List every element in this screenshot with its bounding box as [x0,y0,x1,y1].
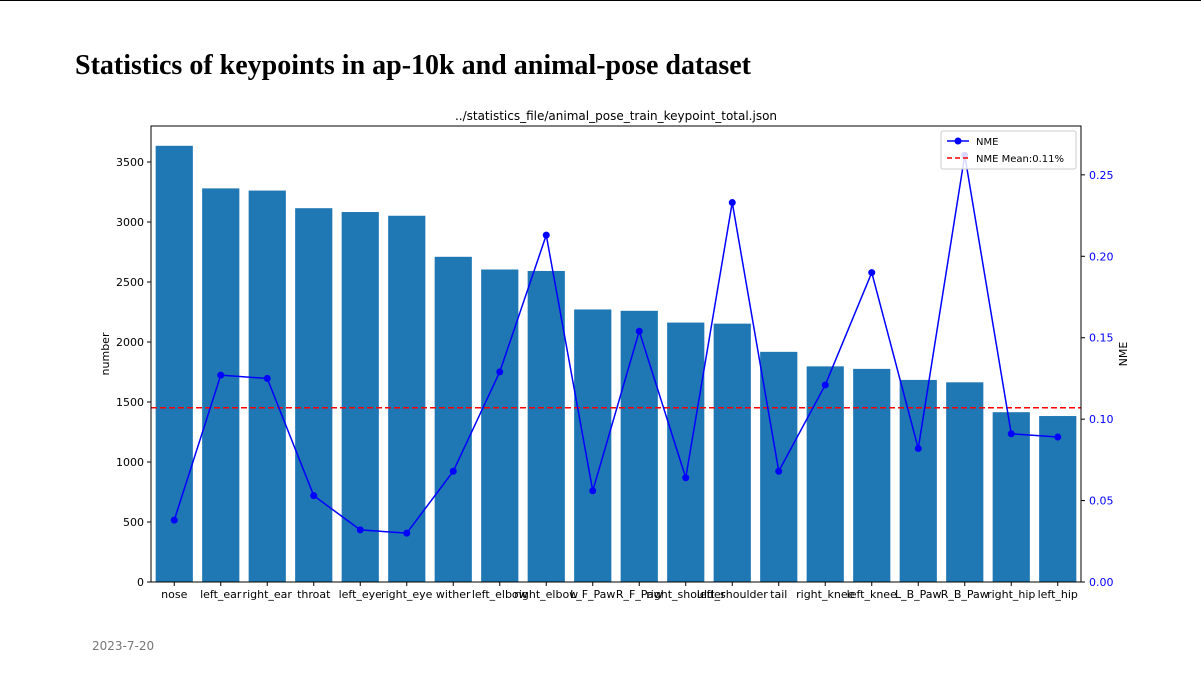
bar-L_B_Paw [899,379,937,582]
y2-tick-label: 0.00 [1089,576,1114,589]
nme-point-left_elbow [496,368,504,376]
x-tick-label-wither: wither [436,588,471,601]
chart-title: ../statistics_file/animal_pose_train_key… [455,109,777,123]
nme-point-left_ear [217,371,225,379]
x-tick-label-throat: throat [297,588,331,601]
x-tick-label-left_ear: left_ear [200,588,242,601]
nme-point-right_knee [821,381,829,389]
bar-R_B_Paw [946,382,984,582]
y-tick-label: 3500 [116,156,144,169]
legend: NME NME Mean:0.11% [940,130,1077,170]
x-tick-label-left_eye: left_eye [339,588,383,601]
nme-point-right_ear [263,374,271,382]
nme-point-left_eye [356,526,364,534]
bar-right_ear [248,190,286,582]
legend-mean-label: NME Mean:0.11% [976,154,1064,165]
bar-nose [155,145,193,583]
bar-group [155,145,1077,583]
bar-left_knee [853,368,891,582]
axes-group: 0 500 1000 1500 2000 2500 3000 3500 0.00 0.05 0.10… [99,125,1130,601]
y2-tick-label: 0.10 [1089,413,1114,426]
nme-point-nose [170,516,178,524]
nme-point-right_eye [403,529,411,537]
y-tick-label: 2000 [116,336,144,349]
y-tick-label: 1000 [116,456,144,469]
bar-left_hip [1039,416,1077,582]
y2-tick-label: 0.25 [1089,169,1114,182]
bar-R_F_Paw [620,310,658,582]
y-tick-label: 3000 [116,216,144,229]
bar-right_eye [388,215,426,582]
legend-box [940,130,1077,170]
bar-right_hip [992,412,1030,582]
nme-point-right_elbow [542,231,550,239]
bar-wither [434,256,472,582]
bar-right_elbow [527,270,565,582]
bar-right_knee [806,366,844,582]
x-tick-label-right_hip: right_hip [987,588,1035,601]
x-tick-label-left_knee: left_knee [847,588,897,601]
x-tick-label-right_elbow: right_elbow [514,588,578,601]
nme-point-L_B_Paw [914,444,922,452]
x-tick-label-L_F_Paw: L_F_Paw [570,588,615,601]
y2-tick-label: 0.15 [1089,332,1114,345]
nme-line [173,155,1058,534]
nme-point-left_hip [1054,433,1062,441]
slide-date: 2023-7-20 [92,639,155,653]
y-tick-label: 1500 [116,396,144,409]
x-tick-label-right_knee: right_knee [796,588,854,601]
y2-axis-label: NME [1117,342,1130,367]
x-tick-label-nose: nose [161,588,187,601]
x-tick-label-right_eye: right_eye [381,588,433,601]
y2-tick-label: 0.20 [1089,250,1114,263]
legend-nme-marker [954,137,962,145]
x-tick-label-right_shoulder: right_shoulder [646,588,726,601]
x-tick-label-left_shoulder: left_shoulder [697,588,769,601]
bar-left_ear [202,188,240,582]
nme-point-throat [310,492,318,500]
bar-left_shoulder [713,323,751,582]
x-tick-label-R_F_Paw: R_F_Paw [616,588,663,601]
y-tick-label: 0 [137,576,144,589]
nme-point-right_shoulder [682,474,690,482]
x-tick-label-right_ear: right_ear [243,588,293,601]
nme-point-right_hip [1007,430,1015,438]
x-tick-label-left_hip: left_hip [1038,588,1078,601]
nme-point-left_shoulder [728,199,736,207]
nme-point-L_F_Paw [589,487,597,495]
y-axis-label: number [99,332,112,375]
bar-right_shoulder [667,322,705,582]
nme-point-tail [775,467,783,475]
top-border [0,0,1201,1]
bar-throat [295,208,333,582]
slide-title: Statistics of keypoints in ap-10k and an… [75,50,751,81]
y-tick-label: 2500 [116,276,144,289]
x-tick-label-L_B_Paw: L_B_Paw [895,588,942,601]
legend-nme-label: NME [976,137,998,148]
x-tick-label-R_B_Paw: R_B_Paw [941,588,989,601]
x-tick-label-tail: tail [770,588,787,601]
plot-frame [150,125,1082,583]
nme-line-group [170,151,1062,537]
y2-tick-label: 0.05 [1089,495,1114,508]
x-tick-label-left_elbow: left_elbow [472,588,528,601]
y-tick-label: 500 [123,516,144,529]
nme-point-R_F_Paw [635,327,643,335]
nme-point-left_knee [868,269,876,277]
nme-point-wither [449,467,457,475]
bar-left_elbow [481,269,519,582]
